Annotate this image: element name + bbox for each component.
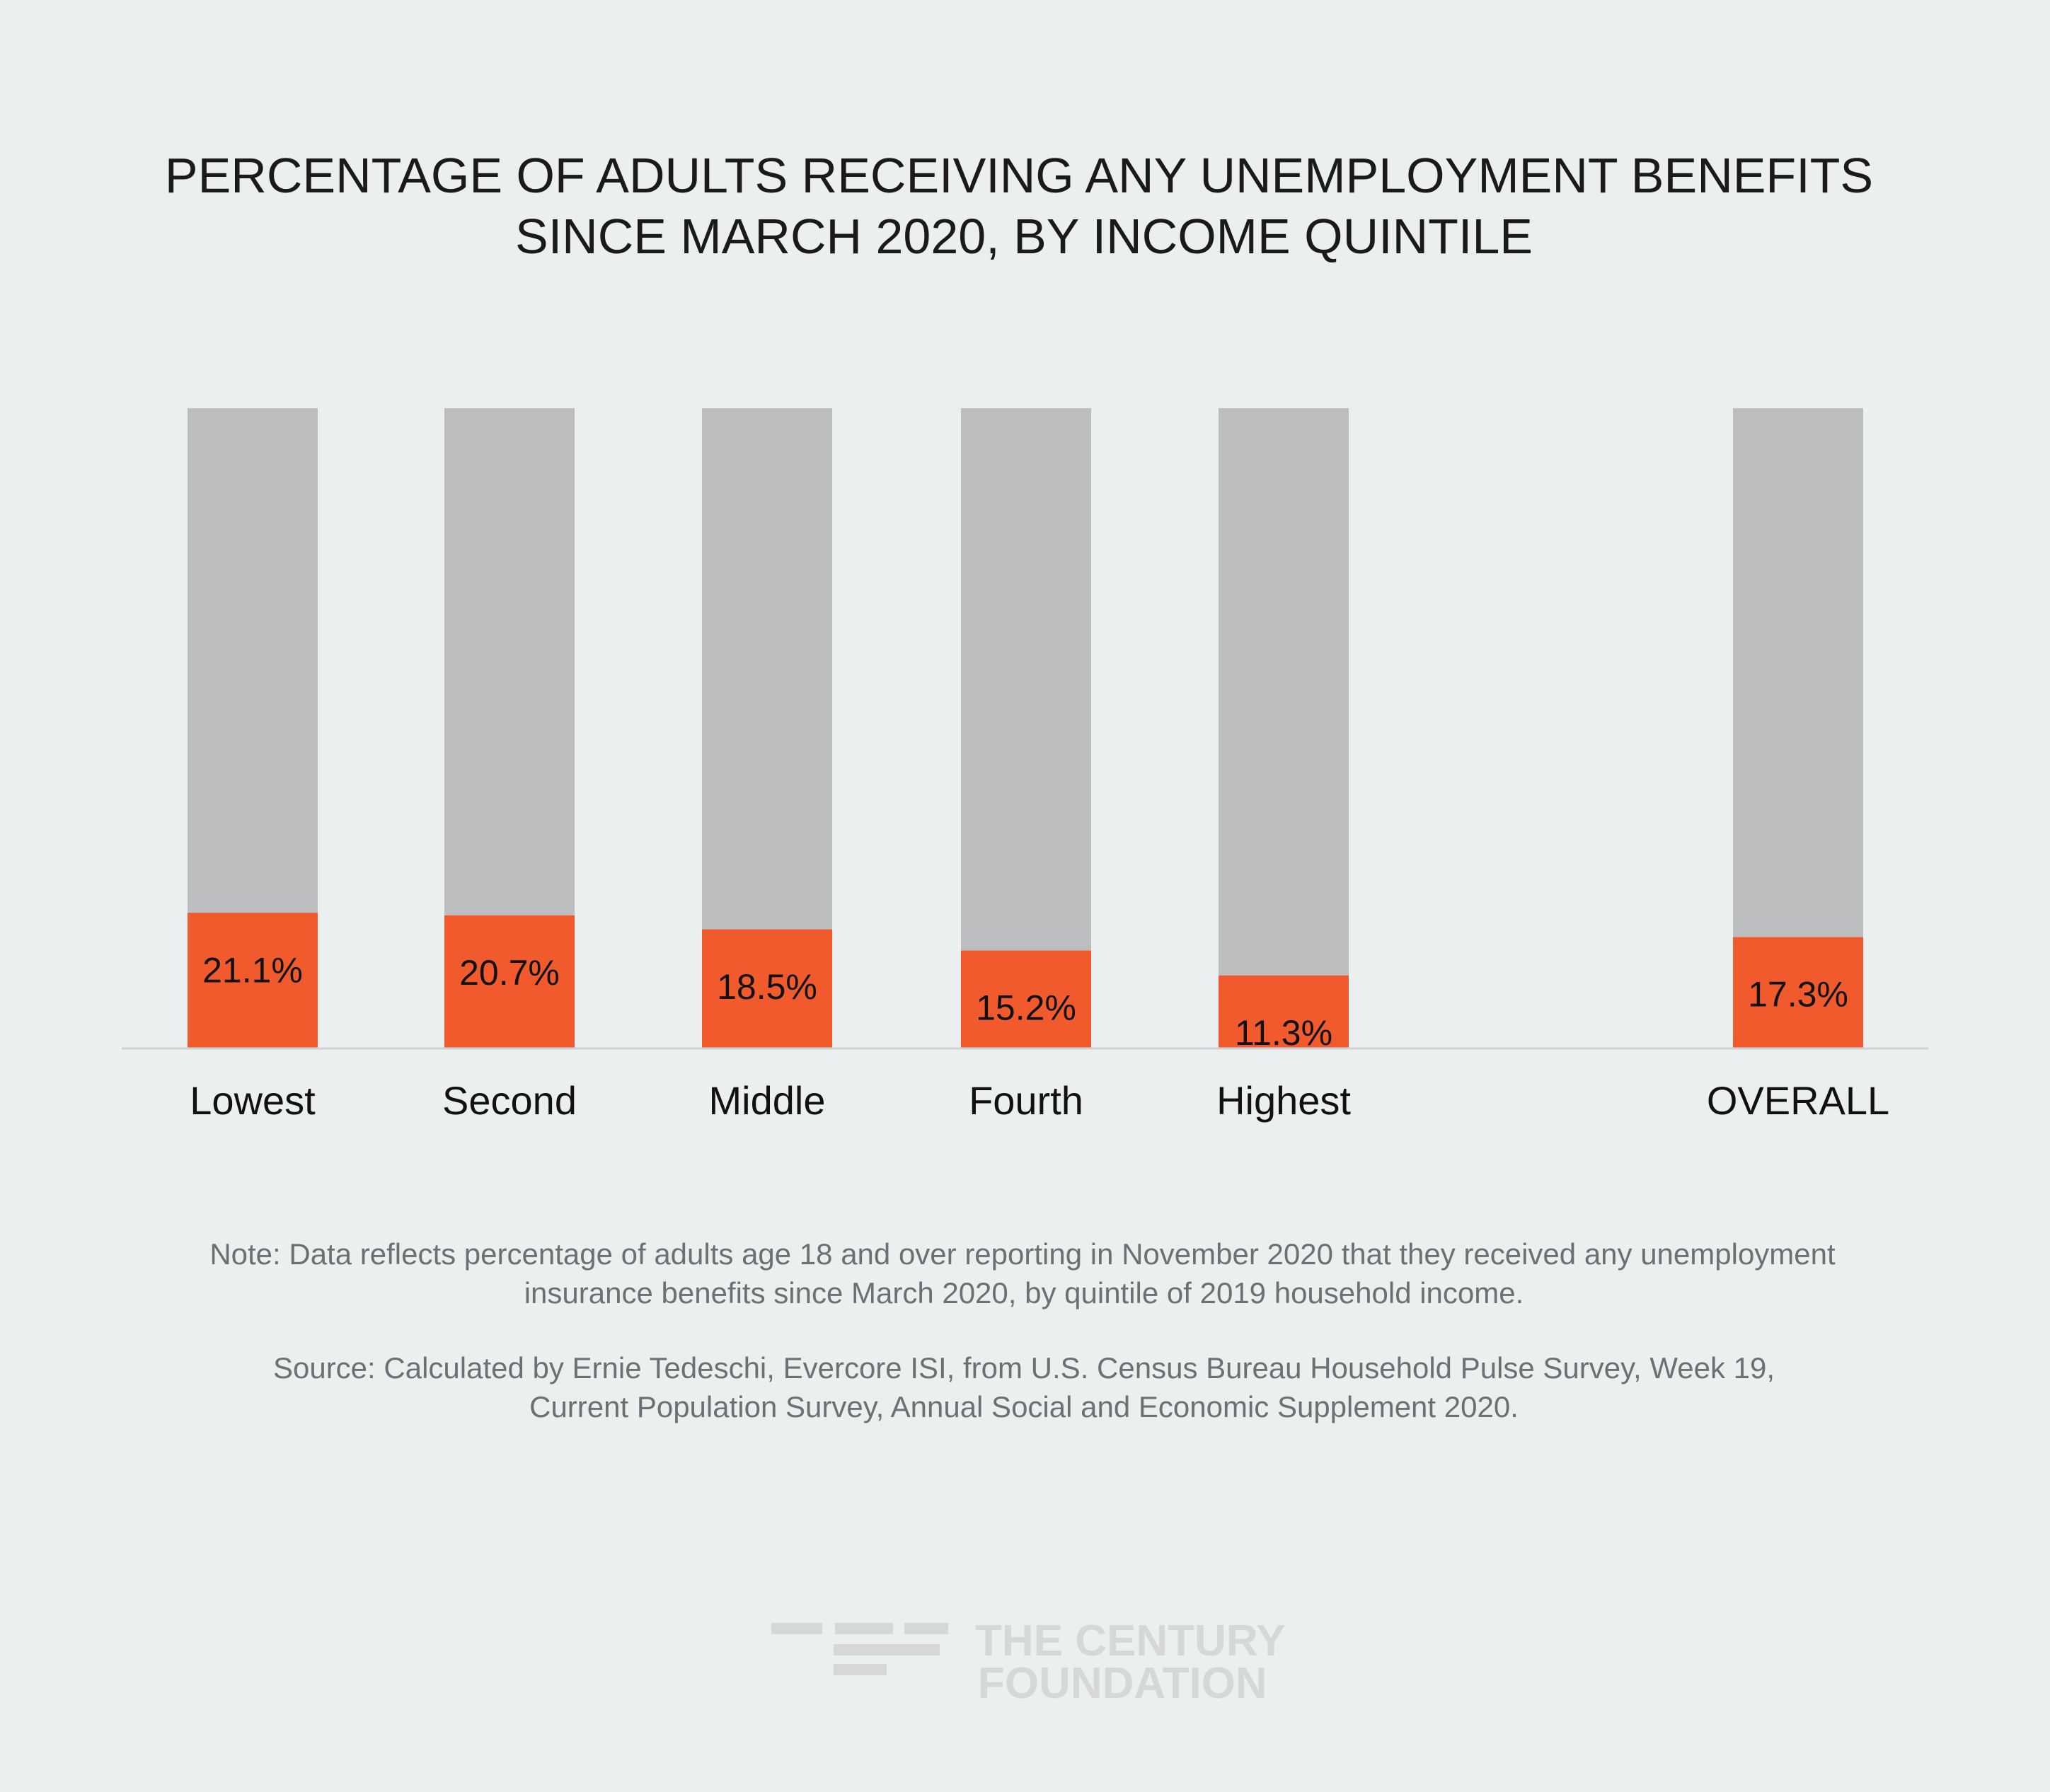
bar-background-fourth <box>961 408 1091 1048</box>
century-foundation-logo-icon <box>771 1623 948 1675</box>
value-label-middle: 18.5% <box>717 967 817 1007</box>
value-label-lowest: 21.1% <box>202 950 303 990</box>
value-label-overall: 17.3% <box>1748 975 1848 1014</box>
source-line-2: Current Population Survey, Annual Social… <box>529 1390 1519 1423</box>
bar-value-highest <box>1219 975 1349 1048</box>
value-label-fourth: 15.2% <box>976 988 1076 1028</box>
note-line-2: insurance benefits since March 2020, by … <box>524 1276 1524 1310</box>
bars: 21.1% 20.7% 18.5% 15.2% 11.3% 17.3% <box>188 408 1863 1053</box>
category-labels: Lowest Second Middle Fourth Highest OVERALL <box>190 1078 1889 1123</box>
chart-title-line-2: SINCE MARCH 2020, BY INCOME QUINTILE <box>515 209 1533 264</box>
category-label-highest: Highest <box>1216 1078 1351 1123</box>
bar-value-middle <box>702 929 832 1048</box>
category-label-overall: OVERALL <box>1707 1078 1889 1123</box>
bar-background-highest <box>1219 408 1349 1048</box>
category-label-middle: Middle <box>709 1078 826 1123</box>
logo-text-line-2: FOUNDATION <box>978 1659 1267 1708</box>
chart-title: PERCENTAGE OF ADULTS RECEIVING ANY UNEMP… <box>165 148 1873 264</box>
category-label-second: Second <box>442 1078 577 1123</box>
bar-value-overall <box>1733 937 1863 1048</box>
category-label-lowest: Lowest <box>190 1078 316 1123</box>
chart-title-line-1: PERCENTAGE OF ADULTS RECEIVING ANY UNEMP… <box>165 148 1873 203</box>
category-label-fourth: Fourth <box>969 1078 1083 1123</box>
century-foundation-logo: THE CENTURY FOUNDATION <box>771 1617 1286 1708</box>
chart-notes: Note: Data reflects percentage of adults… <box>209 1237 1836 1423</box>
logo-text-line-1: THE CENTURY <box>975 1617 1286 1665</box>
value-label-second: 20.7% <box>459 953 560 993</box>
bar-value-second <box>444 915 575 1048</box>
bar-value-fourth <box>961 950 1091 1048</box>
bar-value-lowest <box>188 913 318 1048</box>
value-label-highest: 11.3% <box>1235 1013 1332 1053</box>
source-line-1: Source: Calculated by Ernie Tedeschi, Ev… <box>273 1351 1775 1385</box>
note-line-1: Note: Data reflects percentage of adults… <box>209 1237 1836 1271</box>
